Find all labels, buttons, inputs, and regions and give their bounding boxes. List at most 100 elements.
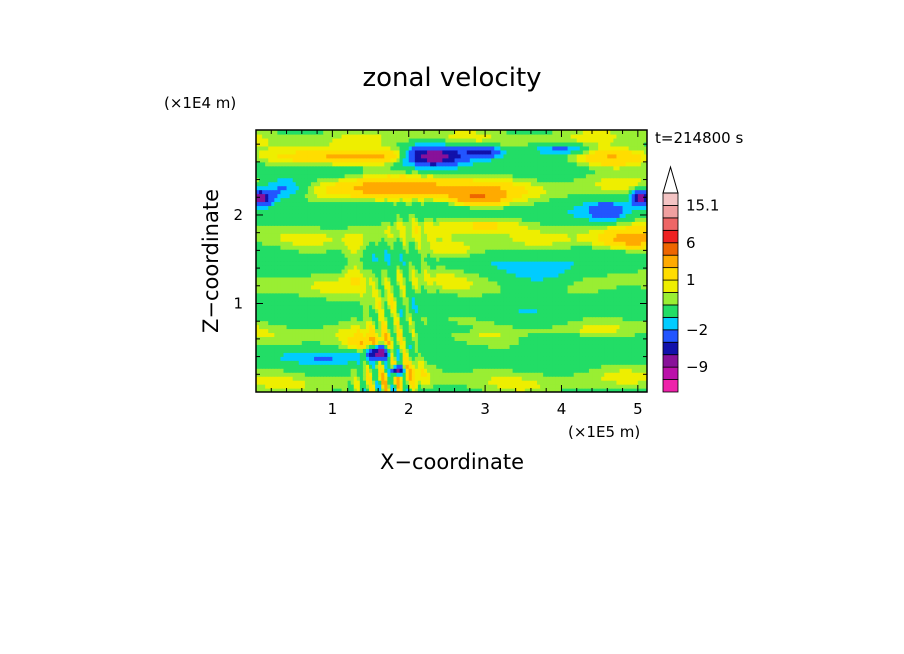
- field-cell: [289, 336, 294, 341]
- field-cell: [411, 276, 416, 282]
- field-cell: [408, 376, 413, 381]
- field-cell: [286, 237, 291, 242]
- field-cell: [634, 304, 639, 310]
- field-cell: [488, 284, 492, 290]
- field-cell: [451, 360, 456, 365]
- field-cell: [439, 336, 443, 341]
- field-cell: [341, 364, 346, 369]
- field-cell: [262, 268, 266, 274]
- field-cell: [530, 292, 535, 298]
- field-cell: [341, 268, 346, 274]
- field-cell: [631, 388, 636, 392]
- field-cell: [640, 284, 645, 290]
- field-cell: [573, 316, 578, 322]
- field-cell: [353, 328, 358, 334]
- field-cell: [427, 284, 431, 290]
- field-cell: [518, 241, 523, 246]
- field-cell: [268, 328, 272, 334]
- field-cell: [546, 388, 550, 392]
- field-cell: [570, 344, 575, 349]
- field-cell: [582, 261, 587, 266]
- field-cell: [500, 300, 505, 306]
- field-cell: [506, 384, 511, 389]
- field-cell: [451, 288, 456, 294]
- field-cell: [628, 284, 633, 290]
- field-cell: [485, 264, 489, 270]
- field-cell: [595, 292, 599, 298]
- field-cell: [268, 388, 272, 392]
- field-cell: [497, 364, 501, 369]
- field-cell: [387, 264, 391, 270]
- field-cell: [485, 237, 489, 242]
- field-cell: [561, 296, 566, 302]
- field-cell: [613, 264, 618, 270]
- field-cell: [408, 336, 413, 341]
- field-cell: [256, 280, 260, 286]
- field-cell: [344, 280, 349, 286]
- field-cell: [582, 296, 587, 302]
- field-cell: [643, 320, 647, 326]
- field-cell: [256, 233, 260, 238]
- field-cell: [515, 348, 520, 353]
- field-cell: [274, 348, 278, 353]
- field-cell: [365, 261, 370, 266]
- field-cell: [289, 372, 294, 377]
- field-cell: [375, 237, 379, 242]
- field-cell: [494, 332, 498, 338]
- field-cell: [643, 388, 647, 392]
- field-cell: [601, 388, 605, 392]
- field-cell: [408, 348, 413, 353]
- field-cell: [323, 372, 327, 377]
- field-cell: [478, 264, 483, 270]
- field-cell: [362, 284, 367, 290]
- field-cell: [335, 356, 340, 361]
- field-cell: [543, 268, 547, 274]
- field-cell: [579, 320, 584, 326]
- field-cell: [475, 340, 480, 345]
- field-cell: [530, 348, 535, 353]
- field-cell: [332, 348, 337, 353]
- field-cell: [344, 292, 349, 298]
- field-cell: [573, 320, 578, 326]
- field-cell: [616, 364, 621, 369]
- field-cell: [347, 300, 352, 306]
- field-cell: [515, 264, 520, 270]
- field-cell: [295, 261, 300, 266]
- field-cell: [393, 268, 398, 274]
- field-cell: [317, 328, 321, 334]
- field-cell: [549, 245, 553, 250]
- field-cell: [424, 368, 428, 373]
- field-cell: [362, 304, 367, 310]
- field-cell: [314, 332, 318, 338]
- field-cell: [469, 304, 474, 310]
- field-cell: [372, 364, 376, 369]
- field-cell: [439, 332, 443, 338]
- field-cell: [289, 344, 294, 349]
- field-cell: [362, 368, 367, 373]
- field-cell: [439, 249, 443, 254]
- field-cell: [356, 249, 361, 254]
- field-cell: [561, 292, 566, 298]
- field-cell: [365, 344, 370, 349]
- field-cell: [268, 336, 272, 341]
- field-cell: [543, 320, 547, 326]
- field-cell: [310, 356, 315, 361]
- field-cell: [295, 344, 300, 349]
- field-cell: [622, 324, 627, 330]
- field-cell: [433, 364, 437, 369]
- field-cell: [417, 253, 422, 258]
- field-cell: [262, 356, 266, 361]
- field-cell: [341, 352, 346, 357]
- field-cell: [274, 332, 278, 338]
- field-cell: [427, 372, 431, 377]
- field-cell: [533, 352, 538, 357]
- field-cell: [396, 284, 401, 290]
- field-cell: [396, 388, 401, 392]
- field-cell: [411, 384, 416, 389]
- field-cell: [509, 364, 514, 369]
- field-cell: [414, 296, 419, 302]
- field-cell: [427, 292, 431, 298]
- field-cell: [491, 292, 495, 298]
- field-cell: [518, 276, 523, 282]
- field-cell: [411, 261, 416, 266]
